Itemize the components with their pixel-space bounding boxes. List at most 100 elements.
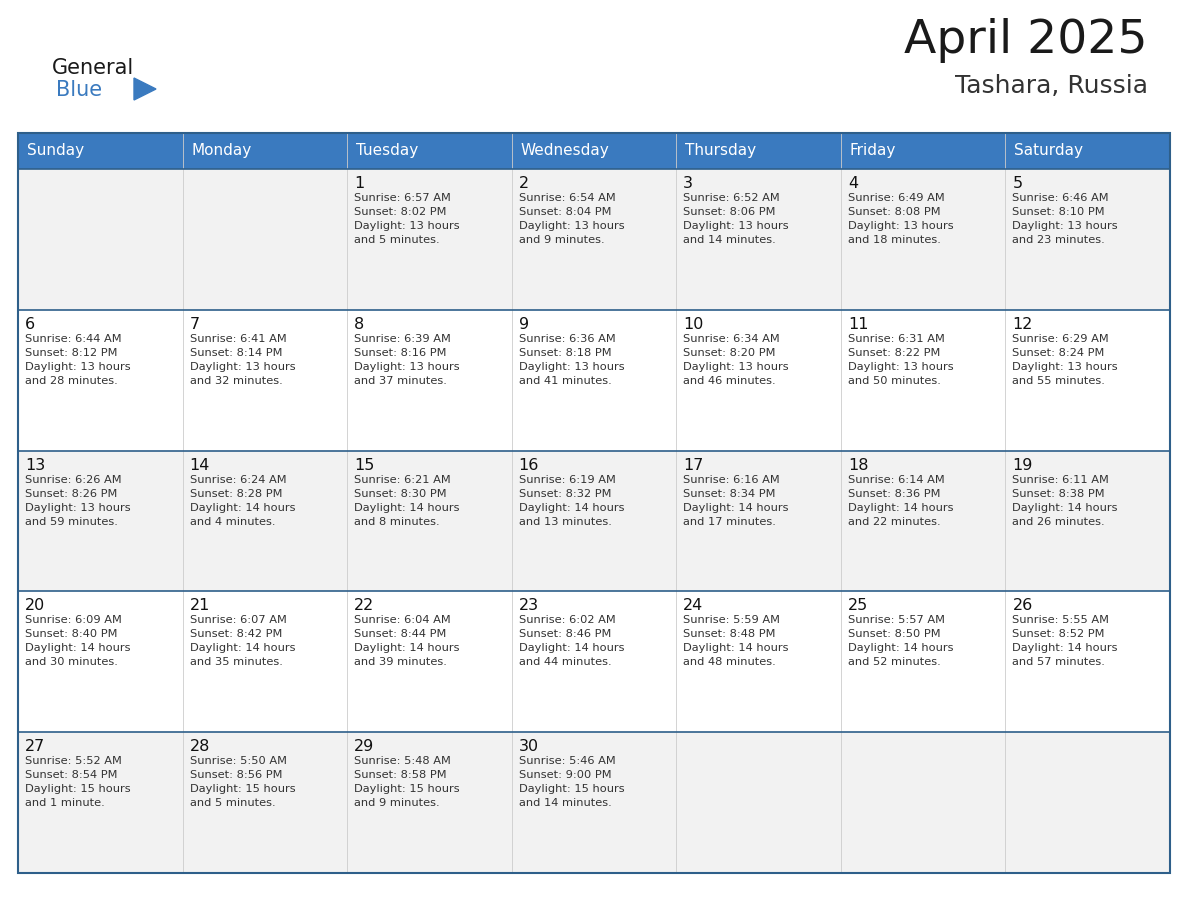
Text: Tashara, Russia: Tashara, Russia — [955, 74, 1148, 98]
Text: Sunrise: 6:36 AM: Sunrise: 6:36 AM — [519, 334, 615, 344]
Text: Sunset: 8:48 PM: Sunset: 8:48 PM — [683, 630, 776, 640]
Text: Sunset: 8:34 PM: Sunset: 8:34 PM — [683, 488, 776, 498]
Text: and 35 minutes.: and 35 minutes. — [190, 657, 283, 667]
Text: Sunset: 8:38 PM: Sunset: 8:38 PM — [1012, 488, 1105, 498]
Text: Daylight: 13 hours: Daylight: 13 hours — [683, 221, 789, 231]
Text: Sunrise: 6:46 AM: Sunrise: 6:46 AM — [1012, 193, 1110, 203]
Bar — [183, 133, 347, 169]
Text: 21: 21 — [190, 599, 210, 613]
Text: Daylight: 14 hours: Daylight: 14 hours — [683, 644, 789, 654]
Text: 22: 22 — [354, 599, 374, 613]
Text: 26: 26 — [1012, 599, 1032, 613]
Text: 10: 10 — [683, 317, 703, 331]
Text: Sunset: 8:40 PM: Sunset: 8:40 PM — [25, 630, 118, 640]
Text: Sunset: 9:00 PM: Sunset: 9:00 PM — [519, 770, 612, 780]
Text: Daylight: 13 hours: Daylight: 13 hours — [25, 502, 131, 512]
Text: Sunrise: 6:19 AM: Sunrise: 6:19 AM — [519, 475, 615, 485]
Text: Daylight: 13 hours: Daylight: 13 hours — [1012, 362, 1118, 372]
Text: Sunrise: 6:57 AM: Sunrise: 6:57 AM — [354, 193, 451, 203]
Text: 5: 5 — [1012, 176, 1023, 191]
Bar — [18, 733, 1170, 873]
Text: Daylight: 14 hours: Daylight: 14 hours — [1012, 644, 1118, 654]
Text: and 46 minutes.: and 46 minutes. — [683, 375, 776, 386]
Text: 23: 23 — [519, 599, 539, 613]
Text: Daylight: 13 hours: Daylight: 13 hours — [848, 221, 954, 231]
Text: and 18 minutes.: and 18 minutes. — [848, 235, 941, 245]
Text: 27: 27 — [25, 739, 45, 755]
Text: Sunrise: 6:41 AM: Sunrise: 6:41 AM — [190, 334, 286, 344]
Text: and 30 minutes.: and 30 minutes. — [25, 657, 118, 667]
Text: Sunset: 8:52 PM: Sunset: 8:52 PM — [1012, 630, 1105, 640]
Text: Sunset: 8:58 PM: Sunset: 8:58 PM — [354, 770, 447, 780]
Text: Sunset: 8:12 PM: Sunset: 8:12 PM — [25, 348, 118, 358]
Text: 1: 1 — [354, 176, 365, 191]
Text: Sunrise: 5:55 AM: Sunrise: 5:55 AM — [1012, 615, 1110, 625]
Text: Sunrise: 6:34 AM: Sunrise: 6:34 AM — [683, 334, 781, 344]
Text: Sunset: 8:42 PM: Sunset: 8:42 PM — [190, 630, 282, 640]
Text: Daylight: 15 hours: Daylight: 15 hours — [190, 784, 295, 794]
Text: Daylight: 14 hours: Daylight: 14 hours — [25, 644, 131, 654]
Text: General: General — [52, 58, 134, 78]
Text: Sunset: 8:28 PM: Sunset: 8:28 PM — [190, 488, 282, 498]
Text: Daylight: 13 hours: Daylight: 13 hours — [25, 362, 131, 372]
Text: 29: 29 — [354, 739, 374, 755]
Text: 3: 3 — [683, 176, 694, 191]
Text: Sunset: 8:56 PM: Sunset: 8:56 PM — [190, 770, 282, 780]
Text: Sunset: 8:32 PM: Sunset: 8:32 PM — [519, 488, 611, 498]
Text: April 2025: April 2025 — [904, 18, 1148, 63]
Text: Daylight: 14 hours: Daylight: 14 hours — [354, 644, 460, 654]
Text: 25: 25 — [848, 599, 868, 613]
Text: and 59 minutes.: and 59 minutes. — [25, 517, 118, 527]
Text: Sunrise: 6:44 AM: Sunrise: 6:44 AM — [25, 334, 121, 344]
Bar — [18, 169, 1170, 309]
Text: 18: 18 — [848, 457, 868, 473]
Text: Daylight: 14 hours: Daylight: 14 hours — [683, 502, 789, 512]
Text: 15: 15 — [354, 457, 374, 473]
Text: Daylight: 13 hours: Daylight: 13 hours — [354, 221, 460, 231]
Text: Sunset: 8:24 PM: Sunset: 8:24 PM — [1012, 348, 1105, 358]
Text: Sunset: 8:46 PM: Sunset: 8:46 PM — [519, 630, 611, 640]
Text: and 50 minutes.: and 50 minutes. — [848, 375, 941, 386]
Text: 20: 20 — [25, 599, 45, 613]
Text: 28: 28 — [190, 739, 210, 755]
Text: Sunset: 8:36 PM: Sunset: 8:36 PM — [848, 488, 941, 498]
Text: and 1 minute.: and 1 minute. — [25, 798, 105, 808]
Text: 13: 13 — [25, 457, 45, 473]
Text: Sunrise: 6:39 AM: Sunrise: 6:39 AM — [354, 334, 451, 344]
Text: and 26 minutes.: and 26 minutes. — [1012, 517, 1105, 527]
Text: and 5 minutes.: and 5 minutes. — [354, 235, 440, 245]
Text: Sunrise: 6:11 AM: Sunrise: 6:11 AM — [1012, 475, 1110, 485]
Text: Sunset: 8:16 PM: Sunset: 8:16 PM — [354, 348, 447, 358]
Text: Monday: Monday — [191, 143, 252, 159]
Text: Sunrise: 5:48 AM: Sunrise: 5:48 AM — [354, 756, 451, 767]
Text: 8: 8 — [354, 317, 365, 331]
Text: 4: 4 — [848, 176, 858, 191]
Text: Sunrise: 6:29 AM: Sunrise: 6:29 AM — [1012, 334, 1110, 344]
Text: Daylight: 13 hours: Daylight: 13 hours — [1012, 221, 1118, 231]
Text: Daylight: 14 hours: Daylight: 14 hours — [848, 644, 953, 654]
Text: and 44 minutes.: and 44 minutes. — [519, 657, 612, 667]
Text: Daylight: 14 hours: Daylight: 14 hours — [519, 644, 624, 654]
Text: Sunset: 8:04 PM: Sunset: 8:04 PM — [519, 207, 611, 217]
Text: and 8 minutes.: and 8 minutes. — [354, 517, 440, 527]
Text: and 23 minutes.: and 23 minutes. — [1012, 235, 1105, 245]
Text: Daylight: 14 hours: Daylight: 14 hours — [190, 644, 295, 654]
Text: and 5 minutes.: and 5 minutes. — [190, 798, 276, 808]
Bar — [347, 133, 512, 169]
Text: Wednesday: Wednesday — [520, 143, 609, 159]
Text: and 4 minutes.: and 4 minutes. — [190, 517, 276, 527]
Text: Daylight: 13 hours: Daylight: 13 hours — [519, 221, 625, 231]
Text: Sunrise: 6:09 AM: Sunrise: 6:09 AM — [25, 615, 122, 625]
Text: Daylight: 14 hours: Daylight: 14 hours — [190, 502, 295, 512]
Text: 24: 24 — [683, 599, 703, 613]
Text: 19: 19 — [1012, 457, 1032, 473]
Bar — [18, 591, 1170, 733]
Text: and 32 minutes.: and 32 minutes. — [190, 375, 283, 386]
Text: Sunrise: 5:52 AM: Sunrise: 5:52 AM — [25, 756, 122, 767]
Text: and 37 minutes.: and 37 minutes. — [354, 375, 447, 386]
Text: and 22 minutes.: and 22 minutes. — [848, 517, 941, 527]
Text: 17: 17 — [683, 457, 703, 473]
Text: and 41 minutes.: and 41 minutes. — [519, 375, 612, 386]
Text: Sunset: 8:50 PM: Sunset: 8:50 PM — [848, 630, 941, 640]
Text: Sunrise: 5:59 AM: Sunrise: 5:59 AM — [683, 615, 781, 625]
